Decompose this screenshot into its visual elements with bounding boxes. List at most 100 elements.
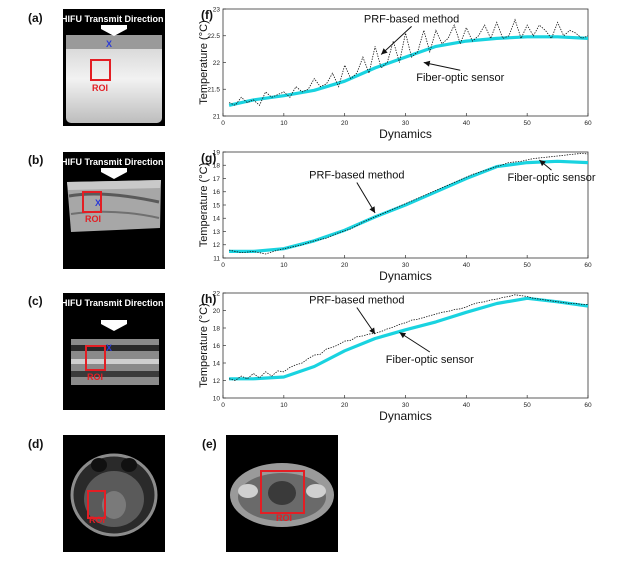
roi-label-a: ROI xyxy=(92,83,109,93)
y-tick-label: 23 xyxy=(213,6,221,13)
panel-label-d: (d) xyxy=(28,437,44,451)
y-tick-label: 17 xyxy=(213,176,221,183)
x-tick-label: 10 xyxy=(280,402,288,409)
panel-label-e: (e) xyxy=(202,437,217,451)
arrow-head-icon xyxy=(423,60,431,67)
hifu-direction-text-c: HIFU Transmit Direction xyxy=(63,298,164,308)
annotation-label: Fiber-optic sensor xyxy=(386,354,474,366)
y-tick-label: 16 xyxy=(213,343,221,350)
plot-frame xyxy=(222,292,589,399)
hifu-direction-text-a: HIFU Transmit Direction xyxy=(63,14,164,24)
x-tick-label: 20 xyxy=(341,120,349,127)
x-tick-label: 50 xyxy=(524,120,532,127)
x-tick-label: 30 xyxy=(402,262,410,269)
prf-method-line xyxy=(229,152,589,255)
annotation-label: PRF-based method xyxy=(364,13,459,25)
annotation-arrow xyxy=(380,26,412,55)
chart-3: (h)0 10 20 30 40 50 6010121416182022DynamicsTe… xyxy=(198,290,592,423)
x-tick-label: 20 xyxy=(341,262,349,269)
x-axis-label: Dynamics xyxy=(379,127,432,141)
roi-box-c xyxy=(85,345,106,371)
y-tick-label: 20 xyxy=(213,308,221,315)
y-tick-label: 15 xyxy=(213,202,221,209)
arrow-head-icon xyxy=(369,327,376,335)
x-tick-label: 0 xyxy=(221,262,225,269)
panel-label: (f) xyxy=(201,8,213,22)
roi-label-c: ROI xyxy=(87,372,104,382)
arrow-head-icon xyxy=(369,206,376,213)
x-tick-label: 50 xyxy=(524,262,532,269)
y-tick-label: 16 xyxy=(213,189,221,196)
chart-1: (f) 0 10 20 30 40 50 60 21 21.5 22 22.5 23 Dynamics Te… xyxy=(198,6,592,141)
annotation-arrow xyxy=(356,307,376,335)
roi-label-b: ROI xyxy=(85,214,102,224)
annotation-label: Fiber-optic sensor xyxy=(416,72,504,84)
y-tick-label: 22 xyxy=(213,290,221,297)
annotation-arrow xyxy=(423,62,461,71)
prf-method-line xyxy=(228,18,589,106)
panel-label-c: (c) xyxy=(28,294,43,308)
mri-image-d: ROI xyxy=(63,435,165,552)
y-tick-label: 18 xyxy=(213,325,221,332)
x-tick-label: 60 xyxy=(584,120,592,127)
arrow-head-icon xyxy=(381,48,388,55)
y-tick-label: 14 xyxy=(213,360,221,367)
mri-image-e: ROI xyxy=(226,435,338,552)
y-tick-label: 12 xyxy=(213,242,221,249)
plot-frame xyxy=(222,8,589,117)
y-tick-label: 18 xyxy=(213,163,221,170)
tissue-image-c xyxy=(71,339,159,385)
y-tick-label: 22 xyxy=(213,60,221,67)
x-axis-label: Dynamics xyxy=(379,409,432,423)
annotation-arrow xyxy=(356,182,376,214)
x-tick-label: 0 xyxy=(221,402,225,409)
down-arrow-icon xyxy=(101,320,127,331)
hifu-direction-text-b: HIFU Transmit Direction xyxy=(63,157,164,167)
x-axis-label: Dynamics xyxy=(379,269,432,283)
x-tick-label: 30 xyxy=(402,402,410,409)
phantom-image-a xyxy=(66,35,162,123)
y-tick-label: 19 xyxy=(213,149,221,156)
sensor-marker-b: X xyxy=(95,198,102,208)
brain-image-d xyxy=(70,453,158,537)
y-tick-label: 13 xyxy=(213,229,221,236)
panel-label: (g) xyxy=(201,151,216,165)
mri-image-a: HIFU Transmit Direction X ROI xyxy=(63,9,165,126)
annotation-arrow xyxy=(399,331,431,353)
mri-image-b: HIFU Transmit Direction X ROI xyxy=(63,152,165,269)
annotation-label: PRF-based method xyxy=(309,170,404,182)
y-tick-label: 11 xyxy=(213,255,220,262)
down-arrow-icon xyxy=(101,25,127,36)
fiber-optic-sensor-line xyxy=(229,159,589,253)
x-tick-label: 40 xyxy=(463,402,471,409)
y-tick-label: 22.5 xyxy=(207,33,220,40)
y-tick-label: 21 xyxy=(213,113,221,120)
x-tick-label: 20 xyxy=(341,402,349,409)
y-tick-label: 14 xyxy=(213,216,221,223)
sensor-marker-a: X xyxy=(106,39,113,49)
plot-frame xyxy=(222,151,589,259)
sensor-marker-c: X xyxy=(106,343,113,353)
roi-box-e xyxy=(260,470,305,514)
arrow-head-icon xyxy=(539,159,546,167)
y-axis-label: Temperature (°C) xyxy=(198,163,210,247)
arrow-head-icon xyxy=(399,332,407,339)
panel-label-a: (a) xyxy=(28,11,43,25)
x-tick-label: 10 xyxy=(280,120,288,127)
x-tick-label: 40 xyxy=(463,262,471,269)
x-tick-label: 60 xyxy=(584,402,592,409)
x-tick-label: 30 xyxy=(402,120,410,127)
fiber-optic-sensor-line xyxy=(228,35,589,107)
panel-label-b: (b) xyxy=(28,153,44,167)
roi-label-d: ROI xyxy=(89,515,106,525)
x-tick-label: 60 xyxy=(584,262,592,269)
down-arrow-icon xyxy=(101,168,127,179)
mri-image-c: HIFU Transmit Direction X ROI xyxy=(63,293,165,410)
y-axis-label: Temperature (°C) xyxy=(198,303,210,387)
x-tick-label: 0 xyxy=(221,120,225,127)
x-tick-label: 40 xyxy=(463,120,471,127)
y-tick-label: 21.5 xyxy=(207,87,220,94)
roi-box-d xyxy=(87,490,106,519)
annotation-label: Fiber-optic sensor xyxy=(507,172,595,184)
roi-label-e: ROI xyxy=(276,513,293,523)
